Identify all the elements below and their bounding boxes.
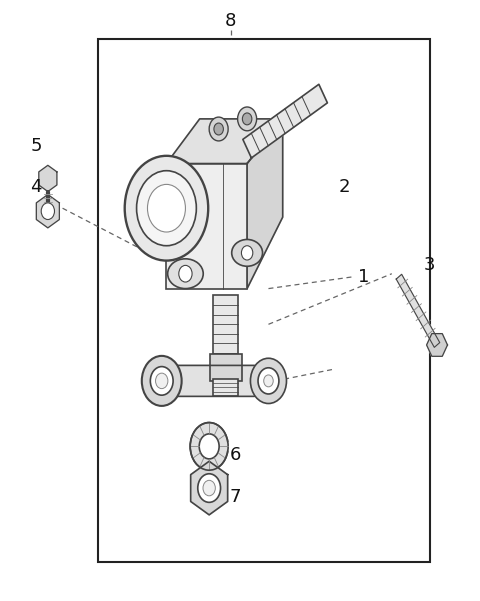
Polygon shape	[169, 365, 283, 397]
Ellipse shape	[232, 239, 263, 266]
Text: 6: 6	[229, 447, 241, 465]
Circle shape	[264, 375, 273, 387]
Circle shape	[156, 373, 168, 389]
Circle shape	[198, 474, 220, 502]
Polygon shape	[36, 195, 60, 228]
Circle shape	[137, 171, 196, 246]
Text: 3: 3	[424, 256, 435, 274]
Circle shape	[142, 356, 181, 406]
Circle shape	[209, 117, 228, 141]
Bar	[167, 163, 247, 288]
Circle shape	[190, 423, 228, 470]
Circle shape	[125, 156, 208, 261]
Bar	[214, 379, 238, 396]
Text: 7: 7	[229, 488, 241, 506]
Circle shape	[179, 266, 192, 282]
Polygon shape	[243, 84, 327, 158]
Text: 1: 1	[358, 267, 369, 285]
Polygon shape	[396, 274, 440, 347]
Circle shape	[258, 368, 279, 394]
Ellipse shape	[168, 259, 203, 288]
Polygon shape	[247, 119, 283, 288]
Circle shape	[150, 367, 173, 395]
Circle shape	[242, 113, 252, 125]
Polygon shape	[427, 334, 447, 356]
Circle shape	[214, 123, 223, 135]
Circle shape	[238, 107, 257, 131]
Text: 8: 8	[225, 11, 236, 29]
Bar	[97, 38, 430, 563]
Text: 2: 2	[338, 178, 350, 197]
Polygon shape	[39, 165, 57, 192]
Circle shape	[251, 358, 287, 403]
Text: 5: 5	[30, 136, 42, 154]
Circle shape	[147, 185, 185, 232]
Bar	[210, 354, 242, 381]
Bar	[214, 294, 238, 354]
Circle shape	[41, 203, 55, 219]
Circle shape	[199, 434, 219, 459]
Polygon shape	[191, 462, 228, 515]
Polygon shape	[167, 119, 283, 163]
Text: 4: 4	[30, 178, 42, 197]
Circle shape	[203, 480, 216, 496]
Circle shape	[241, 246, 253, 260]
